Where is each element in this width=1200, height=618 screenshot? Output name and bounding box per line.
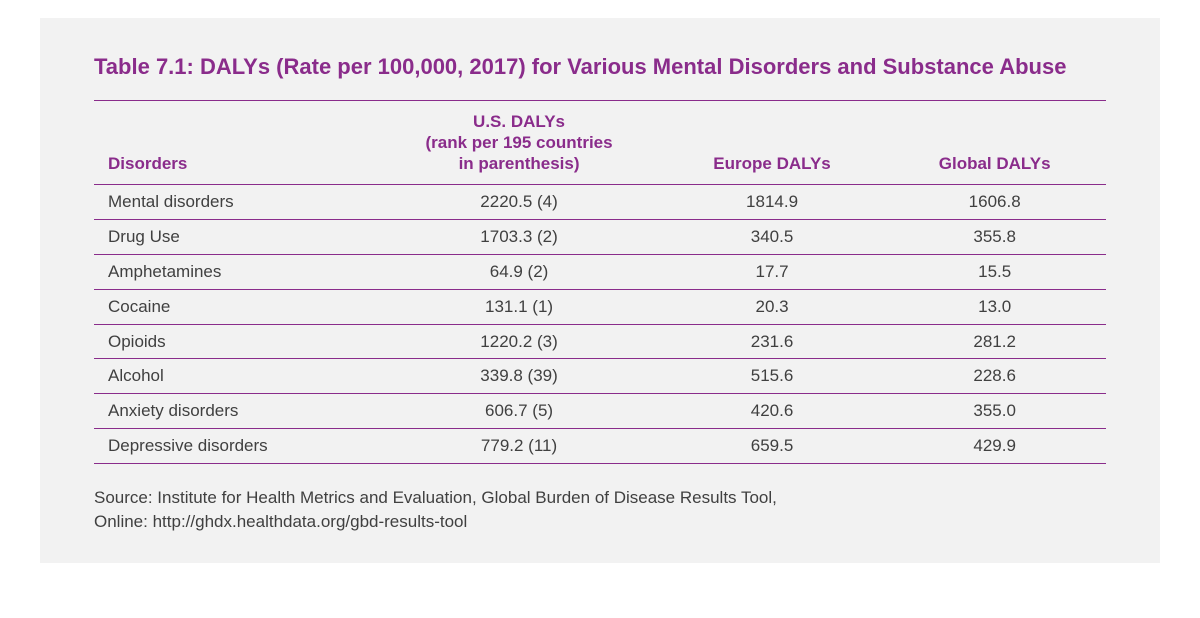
- cell-us-dalys: 2220.5 (4): [377, 185, 660, 220]
- table-panel: Table 7.1: DALYs (Rate per 100,000, 2017…: [40, 18, 1160, 563]
- cell-global-dalys: 13.0: [883, 289, 1106, 324]
- cell-europe-dalys: 340.5: [661, 220, 884, 255]
- cell-global-dalys: 355.8: [883, 220, 1106, 255]
- table-row: Alcohol339.8 (39)515.6228.6: [94, 359, 1106, 394]
- cell-disorder: Cocaine: [94, 289, 377, 324]
- cell-disorder: Drug Use: [94, 220, 377, 255]
- table-body: Mental disorders2220.5 (4)1814.91606.8Dr…: [94, 185, 1106, 463]
- table-row: Drug Use1703.3 (2)340.5355.8: [94, 220, 1106, 255]
- table-row: Cocaine131.1 (1)20.313.0: [94, 289, 1106, 324]
- cell-disorder: Alcohol: [94, 359, 377, 394]
- cell-us-dalys: 339.8 (39): [377, 359, 660, 394]
- col-header-disorders: Disorders: [94, 100, 377, 185]
- table-row: Anxiety disorders606.7 (5)420.6355.0: [94, 394, 1106, 429]
- table-row: Mental disorders2220.5 (4)1814.91606.8: [94, 185, 1106, 220]
- table-row: Depressive disorders779.2 (11)659.5429.9: [94, 429, 1106, 464]
- table-row: Opioids1220.2 (3)231.6281.2: [94, 324, 1106, 359]
- cell-europe-dalys: 17.7: [661, 255, 884, 290]
- cell-us-dalys: 131.1 (1): [377, 289, 660, 324]
- cell-global-dalys: 281.2: [883, 324, 1106, 359]
- col-header-us-line2: (rank per 195 countries: [426, 133, 613, 152]
- col-header-europe: Europe DALYs: [661, 100, 884, 185]
- col-header-us-line3: in parenthesis): [459, 154, 580, 173]
- page: Table 7.1: DALYs (Rate per 100,000, 2017…: [0, 0, 1200, 618]
- cell-europe-dalys: 659.5: [661, 429, 884, 464]
- cell-us-dalys: 779.2 (11): [377, 429, 660, 464]
- cell-us-dalys: 1703.3 (2): [377, 220, 660, 255]
- source-line1: Source: Institute for Health Metrics and…: [94, 488, 777, 507]
- cell-disorder: Amphetamines: [94, 255, 377, 290]
- cell-europe-dalys: 20.3: [661, 289, 884, 324]
- source-line2: Online: http://ghdx.healthdata.org/gbd-r…: [94, 512, 467, 531]
- cell-global-dalys: 228.6: [883, 359, 1106, 394]
- cell-europe-dalys: 420.6: [661, 394, 884, 429]
- table-row: Amphetamines64.9 (2)17.715.5: [94, 255, 1106, 290]
- cell-europe-dalys: 515.6: [661, 359, 884, 394]
- cell-us-dalys: 606.7 (5): [377, 394, 660, 429]
- cell-disorder: Anxiety disorders: [94, 394, 377, 429]
- col-header-global: Global DALYs: [883, 100, 1106, 185]
- cell-europe-dalys: 231.6: [661, 324, 884, 359]
- col-header-us: U.S. DALYs (rank per 195 countries in pa…: [377, 100, 660, 185]
- cell-disorder: Mental disorders: [94, 185, 377, 220]
- cell-us-dalys: 64.9 (2): [377, 255, 660, 290]
- cell-disorder: Depressive disorders: [94, 429, 377, 464]
- cell-global-dalys: 1606.8: [883, 185, 1106, 220]
- col-header-us-line1: U.S. DALYs: [473, 112, 565, 131]
- cell-global-dalys: 15.5: [883, 255, 1106, 290]
- cell-us-dalys: 1220.2 (3): [377, 324, 660, 359]
- cell-disorder: Opioids: [94, 324, 377, 359]
- table-header-row: Disorders U.S. DALYs (rank per 195 count…: [94, 100, 1106, 185]
- cell-global-dalys: 429.9: [883, 429, 1106, 464]
- dalys-table: Disorders U.S. DALYs (rank per 195 count…: [94, 100, 1106, 464]
- source-citation: Source: Institute for Health Metrics and…: [94, 486, 1106, 535]
- table-title: Table 7.1: DALYs (Rate per 100,000, 2017…: [94, 52, 1106, 82]
- cell-global-dalys: 355.0: [883, 394, 1106, 429]
- cell-europe-dalys: 1814.9: [661, 185, 884, 220]
